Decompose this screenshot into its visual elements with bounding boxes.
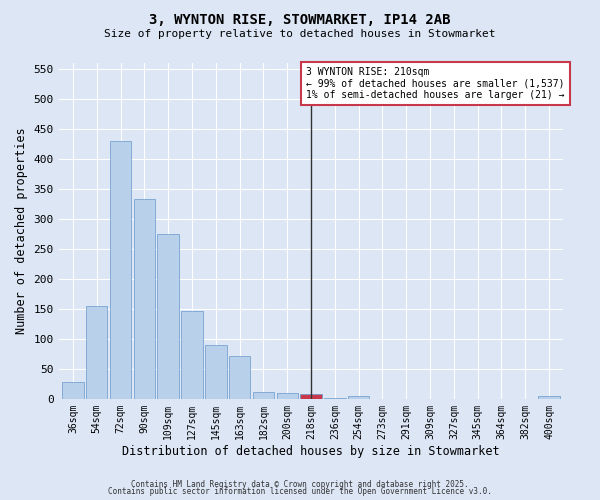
Text: 3 WYNTON RISE: 210sqm
← 99% of detached houses are smaller (1,537)
1% of semi-de: 3 WYNTON RISE: 210sqm ← 99% of detached … <box>306 66 565 100</box>
Bar <box>301 394 322 399</box>
Bar <box>86 306 107 399</box>
Bar <box>277 393 298 399</box>
Bar <box>348 396 370 399</box>
Bar <box>181 310 203 399</box>
Bar <box>229 356 250 399</box>
Bar <box>157 234 179 399</box>
Text: 3, WYNTON RISE, STOWMARKET, IP14 2AB: 3, WYNTON RISE, STOWMARKET, IP14 2AB <box>149 12 451 26</box>
Text: Size of property relative to detached houses in Stowmarket: Size of property relative to detached ho… <box>104 29 496 39</box>
Bar <box>110 140 131 399</box>
Bar <box>62 382 83 399</box>
Text: Contains public sector information licensed under the Open Government Licence v3: Contains public sector information licen… <box>108 487 492 496</box>
X-axis label: Distribution of detached houses by size in Stowmarket: Distribution of detached houses by size … <box>122 444 500 458</box>
Bar <box>253 392 274 399</box>
Y-axis label: Number of detached properties: Number of detached properties <box>15 128 28 334</box>
Bar <box>324 398 346 399</box>
Bar <box>205 345 227 399</box>
Bar <box>134 199 155 399</box>
Bar <box>538 396 560 399</box>
Text: Contains HM Land Registry data © Crown copyright and database right 2025.: Contains HM Land Registry data © Crown c… <box>131 480 469 489</box>
